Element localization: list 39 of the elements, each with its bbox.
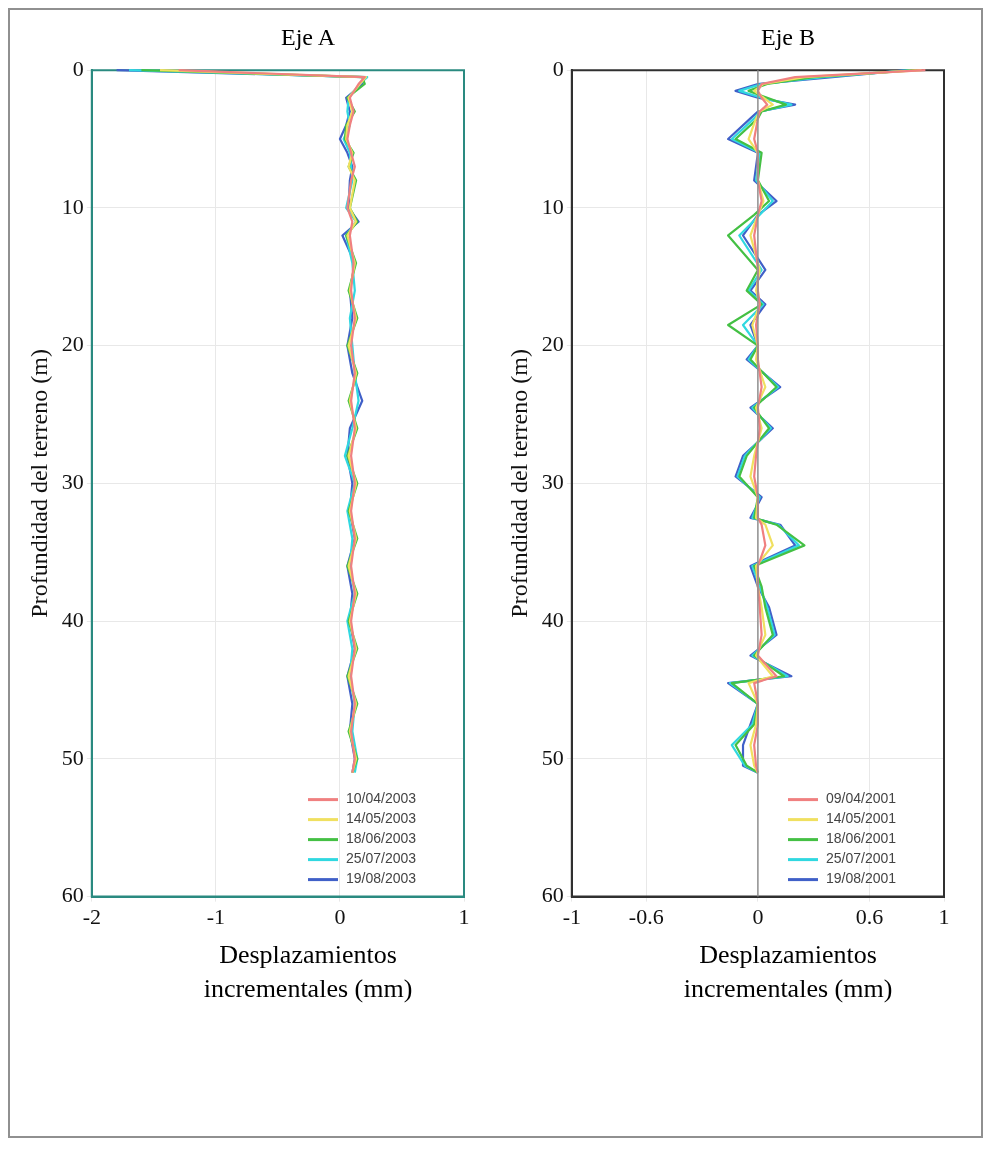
y-tick-label: 0 (552, 55, 564, 81)
y-tick-label: 40 (61, 606, 84, 632)
legend-label: 18/06/2003 (346, 830, 417, 847)
legend-label: 25/07/2003 (346, 850, 417, 867)
y-tick-label: 10 (541, 193, 564, 219)
y-tick-label: 50 (541, 744, 564, 770)
legend-label: 14/05/2003 (346, 810, 417, 827)
y-tick-label: 60 (541, 882, 564, 908)
y-tick-label: 20 (541, 331, 564, 357)
legend-label: 10/04/2003 (346, 790, 417, 807)
x-tick-label: -0.6 (628, 903, 664, 929)
y-tick-label: 40 (541, 606, 564, 632)
x-tick-label: 0 (334, 903, 346, 929)
x-tick-label: 0.6 (855, 903, 884, 929)
x-tick-label: -2 (82, 903, 101, 929)
chart-title: Eje A (281, 23, 335, 52)
y-tick-label: 10 (61, 193, 84, 219)
legend-label: 14/05/2001 (826, 810, 897, 827)
x-tick-label: -1 (562, 903, 581, 929)
x-tick-label: 1 (938, 903, 950, 929)
y-tick-label: 30 (541, 469, 564, 495)
chart-title: Eje B (761, 23, 815, 52)
y-axis-title: Profundidad del terreno (m) (505, 349, 532, 618)
y-tick-label: 20 (61, 331, 84, 357)
x-tick-label: 1 (458, 903, 470, 929)
y-axis-title: Profundidad del terreno (m) (25, 349, 52, 618)
y-tick-label: 50 (61, 744, 84, 770)
y-tick-label: 30 (61, 469, 84, 495)
legend-label: 18/06/2001 (826, 830, 897, 847)
legend-label: 19/08/2003 (346, 870, 417, 887)
x-axis-title: Desplazamientos incrementales (mm) (682, 939, 894, 1005)
legend-label: 25/07/2001 (826, 850, 897, 867)
x-tick-label: -1 (206, 903, 226, 929)
x-axis-title: Desplazamientos incrementales (mm) (202, 939, 414, 1005)
legend-label: 19/08/2001 (826, 870, 897, 887)
y-tick-label: 60 (61, 882, 84, 908)
legend-label: 09/04/2001 (826, 790, 897, 807)
x-tick-label: 0 (752, 903, 764, 929)
y-tick-label: 0 (72, 55, 84, 81)
